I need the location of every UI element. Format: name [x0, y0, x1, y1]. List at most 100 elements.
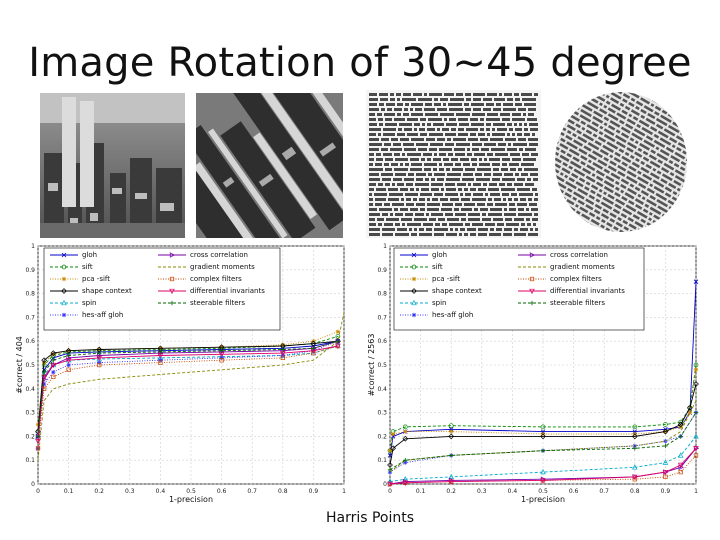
x-axis-label: 1-precision [521, 495, 565, 504]
data-point [335, 329, 341, 334]
y-tick-label: 0.6 [25, 338, 35, 345]
data-point [96, 355, 102, 362]
data-point [631, 433, 638, 440]
data-point [402, 435, 409, 442]
data-point [51, 352, 56, 357]
data-point [41, 357, 48, 364]
data-point [51, 374, 56, 380]
legend-marker [529, 252, 536, 258]
data-point [693, 279, 699, 284]
series-line [389, 369, 697, 451]
legend-label: steerable filters [190, 299, 245, 307]
data-point [693, 433, 699, 439]
data-point [663, 422, 668, 427]
data-point [632, 424, 638, 430]
data-point [632, 446, 637, 451]
legend-marker [169, 288, 175, 295]
x-tick-label: 1 [342, 488, 346, 495]
x-tick-label: 0.3 [125, 488, 135, 495]
x-tick-label: 0.9 [661, 488, 671, 495]
data-point [693, 362, 699, 368]
data-point [280, 342, 285, 347]
series-line [37, 340, 338, 432]
data-point [632, 464, 638, 470]
data-point [51, 355, 56, 361]
y-tick-label: 0.9 [25, 267, 35, 274]
legend-marker [61, 276, 67, 282]
data-point [158, 358, 163, 363]
y-tick-label: 0.4 [377, 386, 387, 393]
data-point [403, 460, 408, 465]
y-tick-label: 0.8 [377, 291, 387, 298]
data-point [97, 350, 102, 356]
legend-marker [529, 276, 535, 282]
series-line [37, 345, 339, 449]
y-tick-label: 0.2 [377, 433, 387, 440]
data-point [402, 480, 409, 486]
y-tick-label: 0 [31, 481, 35, 488]
y-tick-label: 0.1 [377, 457, 387, 464]
data-point [678, 434, 683, 439]
data-point [50, 362, 57, 369]
y-tick-label: 1 [383, 243, 387, 250]
legend-marker [411, 252, 417, 258]
data-point [51, 358, 56, 363]
data-point [335, 339, 341, 344]
series-line [389, 448, 697, 485]
data-point [65, 358, 72, 364]
x-tick-label: 0.7 [599, 488, 609, 495]
legend-label: spin [432, 299, 446, 307]
data-point [97, 362, 102, 368]
data-point [66, 353, 71, 358]
data-point [687, 410, 693, 415]
legend-marker [61, 288, 67, 294]
legend-label: cross correlation [550, 251, 608, 259]
data-point [663, 443, 668, 449]
legend-label: complex filters [550, 275, 602, 283]
legend-label: hes-aff gloh [82, 311, 123, 319]
data-point [403, 458, 408, 463]
x-tick-label: 0.5 [538, 488, 548, 495]
series-line [389, 281, 697, 456]
y-tick-label: 0.4 [25, 386, 35, 393]
data-point [387, 481, 393, 488]
data-point [540, 424, 546, 430]
rotated-city-photo [196, 93, 343, 238]
y-tick-label: 1 [31, 243, 35, 250]
data-point [677, 452, 684, 458]
data-point [448, 473, 454, 480]
chart-right: 0 0.1 0.2 0.3 0.4 0.5 0.6 0.7 0.8 0.9 1 0 0.1 0.2 0.3 0… [367, 243, 700, 504]
x-tick-label: 0 [388, 488, 392, 495]
legend-label: gradient moments [190, 263, 255, 271]
data-point [540, 478, 546, 484]
data-point [387, 478, 393, 484]
data-point [35, 422, 41, 427]
legend-box [393, 247, 645, 331]
data-point [448, 433, 455, 440]
y-tick-label: 0.9 [377, 267, 387, 274]
data-point [35, 439, 41, 445]
series-line [389, 436, 697, 483]
data-point [677, 462, 684, 469]
data-point [540, 433, 546, 440]
series-line [37, 340, 339, 449]
legend-label: gloh [82, 251, 97, 259]
series-line [389, 412, 697, 473]
data-point [662, 428, 669, 435]
series-line [389, 412, 697, 471]
data-point [662, 459, 669, 465]
data-point [51, 369, 56, 375]
data-point [390, 431, 396, 437]
data-point [311, 350, 316, 356]
data-point [403, 429, 408, 434]
data-point [449, 429, 454, 434]
legend-label: pca -sift [432, 275, 460, 283]
y-tick-label: 0.8 [25, 291, 35, 298]
x-tick-label: 0.6 [569, 488, 579, 495]
y-axis-label: #correct / 2563 [367, 334, 376, 397]
series-line [389, 447, 697, 485]
data-point [387, 448, 393, 453]
legend-label: spin [82, 299, 96, 307]
legend-marker [411, 264, 417, 270]
x-tick-label: 0.1 [64, 488, 74, 495]
